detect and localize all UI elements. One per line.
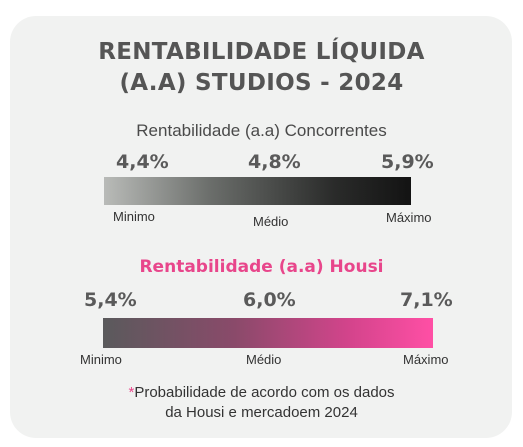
competitors-mid-label: Médio (253, 214, 289, 229)
competitors-subtitle: Rentabilidade (a.a) Concorrentes (136, 121, 387, 140)
competitors-gradient-bar (104, 177, 411, 205)
footnote-asterisk: * (128, 384, 135, 401)
housi-max-value: 7,1% (400, 289, 453, 311)
footnote-line2: da Housi e mercadoem 2024 (165, 404, 358, 421)
housi-max-label: Máximo (403, 352, 449, 367)
competitors-min-value: 4,4% (116, 151, 169, 173)
housi-mid-value: 6,0% (243, 289, 296, 311)
housi-min-label: Minimo (80, 352, 122, 367)
info-card (10, 16, 512, 438)
footnote-line1: *Probabilidade de acordo com os dados (0, 383, 523, 403)
footnote-text-line1: Probabilidade de acordo com os dados (134, 384, 395, 401)
page-title-line1: RENTABILIDADE LÍQUIDA (98, 39, 425, 65)
housi-mid-label: Médio (246, 352, 282, 367)
housi-gradient-bar (103, 318, 433, 348)
page-title-line2: (A.A) STUDIOS - 2024 (119, 70, 404, 96)
housi-subtitle: Rentabilidade (a.a) Housi (139, 257, 384, 277)
competitors-mid-value: 4,8% (248, 151, 301, 173)
housi-min-value: 5,4% (84, 289, 137, 311)
competitors-max-value: 5,9% (381, 151, 434, 173)
competitors-max-label: Máximo (386, 210, 432, 225)
competitors-min-label: Minimo (113, 209, 155, 224)
